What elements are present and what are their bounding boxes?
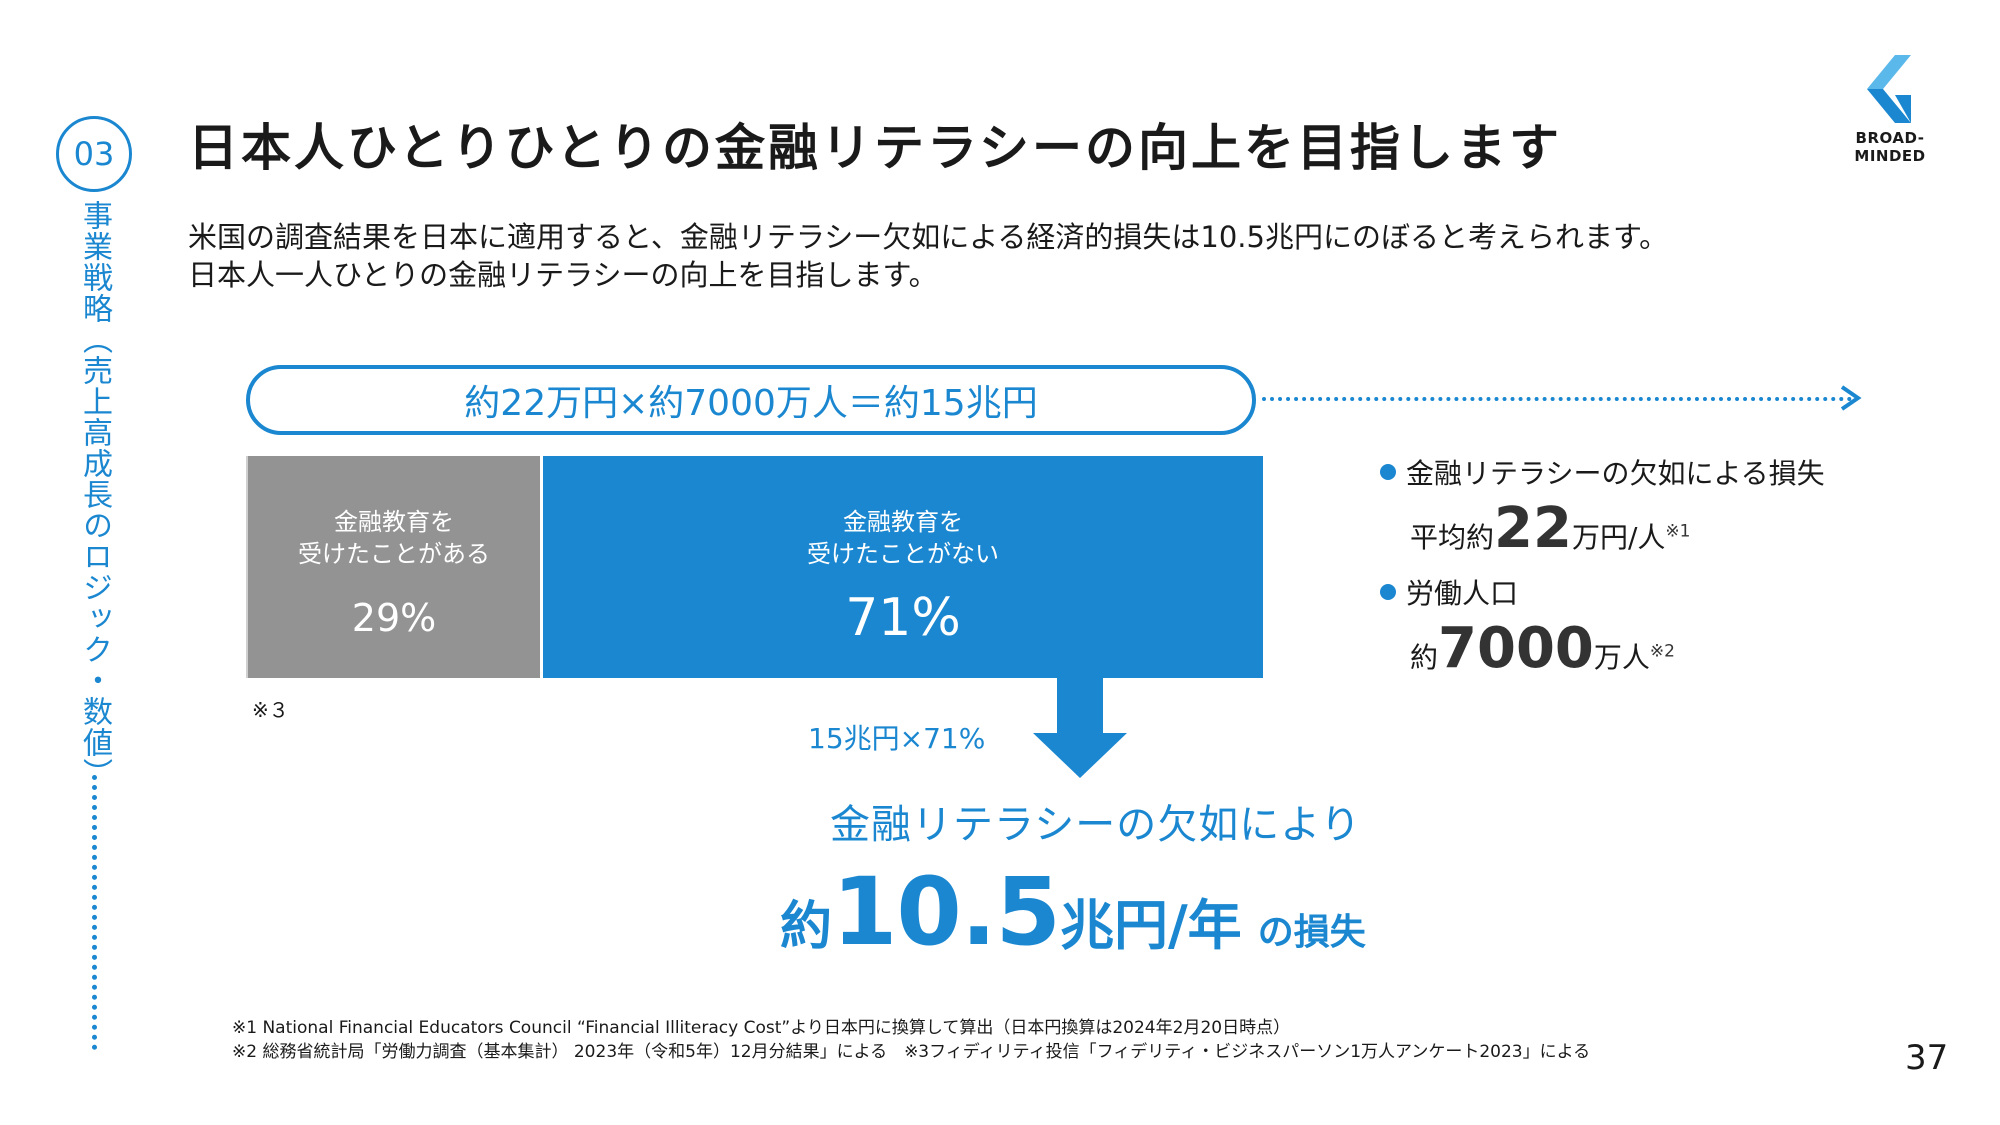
fact-unit: 万人: [1593, 641, 1650, 674]
fact-unit: 万円/人: [1571, 521, 1666, 554]
rail-dotted-line: [92, 775, 97, 1050]
calc-label: 15兆円×71%: [808, 722, 986, 755]
section-number-badge: 03: [56, 116, 132, 192]
arrow-down-icon: [1033, 678, 1127, 778]
fact-number: 7000: [1438, 616, 1594, 681]
fact-heading: 金融リテラシーの欠如による損失: [1406, 457, 1825, 490]
bullet-icon: [1380, 584, 1396, 600]
footnote-1: ※1 National Financial Educators Council …: [232, 1018, 1291, 1038]
segment-label: 金融教育を 受けたことがない: [807, 508, 999, 568]
fact-heading: 労働人口: [1406, 577, 1519, 610]
arrow-right-icon: [1840, 385, 1862, 411]
fact-labor-population: 労働人口 約7000万人※2: [1380, 572, 1675, 681]
segment-percent: 71%: [845, 588, 961, 648]
fact-note: ※2: [1649, 641, 1675, 662]
loss-number: 10.5: [832, 858, 1061, 967]
footnotes: ※1 National Financial Educators Council …: [232, 1016, 1590, 1064]
logo-text: BROAD-MINDED: [1854, 129, 1926, 165]
bar-segment-educated: 金融教育を 受けたことがある 29%: [246, 456, 540, 678]
formula-pill: 約22万円×約7000万人＝約15兆円: [246, 365, 1256, 435]
formula-text: 約22万円×約7000万人＝約15兆円: [464, 383, 1038, 424]
bullet-icon: [1380, 464, 1396, 480]
footnote-2: ※2 総務省統計局「労働力調査（基本集計） 2023年（令和5年）12月分結果」…: [232, 1042, 1591, 1062]
fact-note: ※1: [1665, 521, 1691, 542]
segment-percent: 29%: [351, 596, 437, 640]
section-number: 03: [73, 135, 115, 173]
page-title: 日本人ひとりひとりの金融リテラシーの向上を目指します: [188, 119, 1562, 177]
intro-line-1: 米国の調査結果を日本に適用すると、金融リテラシー欠如による経済的損失は10.5兆…: [188, 220, 1669, 254]
fact-prefix: 平均約: [1410, 521, 1495, 554]
loss-unit: 兆円/年: [1059, 894, 1242, 957]
segment-label: 金融教育を 受けたことがある: [298, 508, 490, 568]
bar-segment-not-educated: 金融教育を 受けたことがない 71%: [543, 456, 1263, 678]
formula-dotted-connector: [1262, 397, 1852, 401]
fact-loss-per-person: 金融リテラシーの欠如による損失 平均約22万円/人※1: [1380, 452, 1825, 561]
bar-note: ※３: [252, 698, 289, 722]
loss-suffix: の損失: [1257, 912, 1366, 953]
fact-prefix: 約: [1410, 641, 1439, 674]
company-logo: BROAD-MINDED: [1825, 55, 1955, 165]
loss-caption: 金融リテラシーの欠如により: [830, 802, 1362, 848]
section-vertical-label: 事業戦略（売上高成長のロジック・数値）: [77, 200, 112, 789]
logo-mark-icon: [1867, 55, 1911, 123]
page-number: 37: [1905, 1038, 1949, 1078]
fact-number: 22: [1494, 496, 1572, 561]
loss-amount: 約10.5兆円/年 の損失: [780, 858, 1366, 967]
loss-prefix: 約: [780, 897, 833, 957]
intro-text: 米国の調査結果を日本に適用すると、金融リテラシー欠如による経済的損失は10.5兆…: [188, 218, 1668, 294]
intro-line-2: 日本人一人ひとりの金融リテラシーの向上を目指します。: [188, 258, 938, 292]
